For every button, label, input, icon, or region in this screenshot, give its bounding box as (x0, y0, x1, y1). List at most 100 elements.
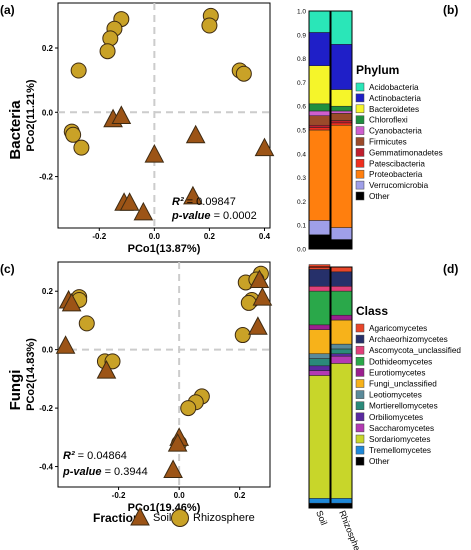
bar-segment (330, 10, 353, 45)
y-tick-label: 0.1 (297, 223, 306, 230)
bar-segment (330, 498, 353, 504)
bar-segment (330, 353, 353, 357)
legend-label: Agaricomycetes (369, 324, 427, 333)
legend-label: Actinobacteria (369, 94, 421, 103)
soil-point (252, 286, 273, 306)
legend-label: Orbiliomycetes (369, 413, 423, 422)
x-tick-label: 0.2 (234, 491, 246, 500)
bar-segment (330, 348, 353, 355)
soil-point (254, 137, 275, 157)
legend-swatch (355, 401, 365, 410)
panel-d-label: (d) (443, 262, 458, 276)
legend-swatch (355, 423, 365, 433)
bar-segment (308, 10, 331, 33)
y-tick-label: 0.5 (297, 128, 306, 135)
legend-label: Cyanobacteria (369, 127, 422, 136)
scatter-plot-c: -0.2 0.0 0.20.20.0-0.2-0.4PCo1(19.46%)PCo2… (25, 261, 273, 514)
bar-segment (330, 355, 353, 364)
fraction-legend-title: Fraction (93, 511, 140, 525)
legend-label: Fungi_unclassified (369, 380, 437, 389)
bar-segment (308, 329, 331, 355)
rhizosphere-point (99, 43, 116, 60)
bar-segment (308, 502, 331, 509)
legend-label: Tremellomycetes (369, 446, 431, 455)
legend-class: Agaricomycetes Archaeorhizomycetes Ascomyc… (355, 323, 461, 466)
y-tick-label: -0.4 (39, 463, 53, 472)
y-axis-label: PCo2(11.21%) (25, 79, 37, 151)
legend-label: Sordariomycetes (369, 435, 430, 444)
soil-point (249, 269, 270, 289)
legend-swatch (355, 390, 365, 399)
legend-label: Archaeorhizomycetes (369, 335, 448, 344)
category-label: Soil (314, 509, 329, 527)
bar-segment (308, 375, 331, 499)
legend-label: Bacteroidetes (369, 105, 419, 114)
soil-point (248, 316, 268, 335)
legend-swatch (355, 323, 365, 333)
legend-label: Firmicutes (369, 138, 407, 147)
soil-point (55, 335, 76, 354)
row-label-fungi: Fungi (7, 370, 24, 411)
y-tick-label: 0.3 (297, 175, 306, 182)
x-tick-label: 0.2 (204, 232, 216, 241)
legend-swatch (355, 104, 365, 114)
bar-segment (330, 120, 353, 124)
r2-label: R² (172, 196, 184, 208)
soil-point (96, 360, 117, 379)
bar-segment (330, 110, 353, 114)
bar-outline (330, 266, 353, 509)
legend-label: Eurotiomycetes (369, 368, 425, 377)
bar-segment (308, 110, 331, 116)
legend-swatch (355, 159, 365, 168)
legend-label: Chloroflexi (369, 116, 408, 125)
legend-label: Leotiomycetes (369, 391, 422, 400)
fraction-legend: Fraction Soil Rhizosphere (93, 506, 255, 527)
rhizosphere-point (65, 126, 82, 143)
p-stat: p-value = 0.0002 (171, 210, 257, 222)
bar-segment (330, 227, 353, 240)
legend-swatch (355, 148, 365, 157)
bar-segment (308, 129, 331, 221)
fraction-rhizosphere-label: Rhizosphere (193, 512, 255, 524)
bar-segment (330, 105, 353, 112)
plot-frame (57, 2, 271, 229)
bar-segment (330, 239, 353, 250)
bar-segment (308, 358, 331, 367)
r2-stat: R² = 0.09847 (172, 196, 236, 208)
bar-segment (330, 363, 353, 499)
p-stat: p-value = 0.3944 (62, 466, 148, 478)
bar-segment (308, 365, 331, 371)
legend-label: Acidobacteria (369, 83, 419, 92)
legend-swatch (355, 334, 365, 344)
bar-segment (330, 89, 353, 107)
y-tick-label: 0.0 (297, 247, 306, 254)
bar-segment (330, 44, 353, 90)
category-label: Rhizosphere (337, 509, 365, 550)
y-tick-label: 0.2 (42, 44, 54, 53)
y-tick-label: 0.9 (297, 32, 306, 39)
bar-segment (308, 65, 331, 105)
bar-segment (330, 314, 353, 321)
legend-swatch (355, 368, 365, 377)
soil-point (119, 192, 140, 211)
y-tick-label: -0.2 (39, 173, 53, 182)
r2-stat: R² = 0.04864 (63, 450, 127, 462)
panel-b-label: (b) (443, 3, 458, 17)
panel-c-fungi-pcoa: (c) Fungi -0.2 0.0 0.20.20.0-0.2-0.4PCo1(1… (0, 261, 273, 514)
soil-point (61, 292, 82, 312)
bar-segment (308, 353, 331, 359)
rhizosphere-point (234, 327, 251, 344)
x-tick-label: -0.2 (92, 232, 106, 241)
legend-label: Other (369, 192, 390, 201)
bar-outline (308, 10, 331, 250)
rhizosphere-point (78, 315, 95, 332)
legend-title-phylum: Phylum (356, 63, 399, 77)
legend-label: Saccharomycetes (369, 424, 434, 433)
bar-segment (308, 498, 331, 504)
bar-segment (308, 220, 331, 235)
y-tick-label: 0.7 (297, 80, 306, 87)
legend-swatch (355, 412, 365, 422)
bar-segment (308, 290, 331, 326)
soil-point (133, 201, 154, 221)
legend-swatch (355, 180, 365, 190)
